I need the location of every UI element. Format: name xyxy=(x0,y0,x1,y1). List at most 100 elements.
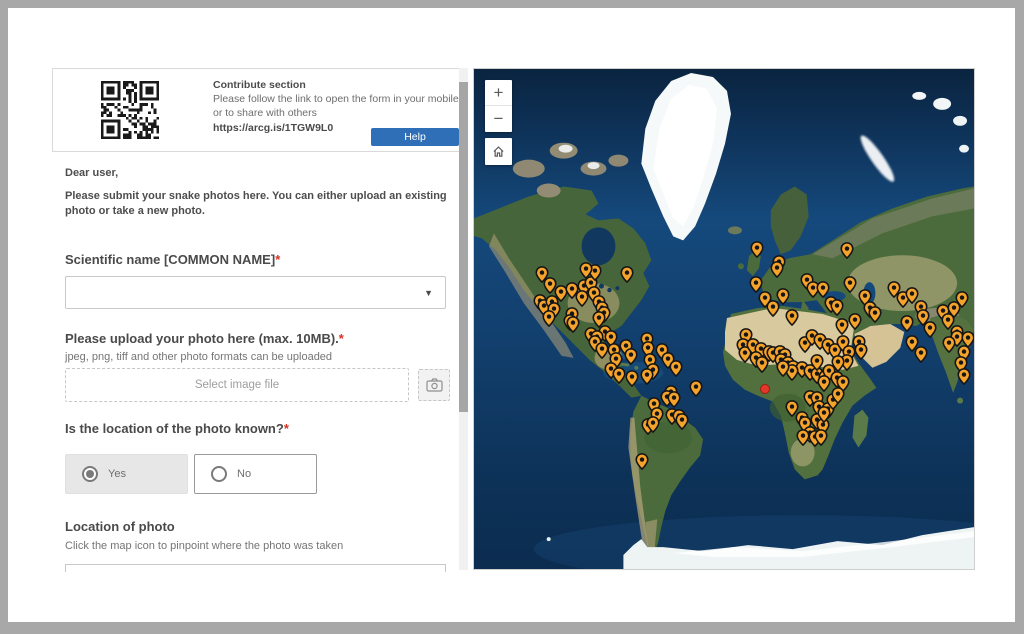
map-pin[interactable] xyxy=(905,335,919,353)
camera-button[interactable] xyxy=(418,369,450,401)
radio-selected-icon xyxy=(82,466,98,482)
map-pin[interactable] xyxy=(813,428,828,446)
map-pin[interactable] xyxy=(942,336,956,354)
contribute-banner: Contribute section Please follow the lin… xyxy=(52,68,462,152)
help-button[interactable]: Help xyxy=(371,128,459,146)
photo-label-text: Please upload your photo here (max. 10MB… xyxy=(65,331,339,346)
map-pin[interactable] xyxy=(816,405,831,423)
map-pin[interactable] xyxy=(899,315,914,333)
map-pin[interactable] xyxy=(755,356,769,374)
map-pin[interactable] xyxy=(619,266,634,284)
chevron-down-icon: ▼ xyxy=(424,288,433,298)
required-asterisk: * xyxy=(338,331,344,346)
map-pin[interactable] xyxy=(542,277,557,295)
radio-option-no[interactable]: No xyxy=(194,454,317,494)
intro-text: Please submit your snake photos here. Yo… xyxy=(65,190,447,217)
map-pin[interactable] xyxy=(957,367,971,385)
map-pin[interactable] xyxy=(591,311,606,329)
location-known-label-text: Is the location of the photo known? xyxy=(65,421,284,436)
greeting-text: Dear user, xyxy=(65,167,119,179)
map-pin[interactable] xyxy=(853,343,868,361)
map-pin[interactable] xyxy=(904,287,919,305)
location-map-field[interactable] xyxy=(65,564,446,572)
map-pin[interactable] xyxy=(916,309,930,327)
map-pin[interactable] xyxy=(914,346,928,364)
species-select[interactable]: ▼ xyxy=(65,276,446,309)
map-pin[interactable] xyxy=(847,313,862,331)
zoom-control: + − xyxy=(485,80,512,132)
map-pin[interactable] xyxy=(541,310,556,328)
map-pin[interactable] xyxy=(634,452,649,470)
species-label-text: Scientific name [COMMON NAME] xyxy=(65,252,276,267)
map-pin[interactable] xyxy=(675,412,689,430)
map-pin[interactable] xyxy=(776,360,790,378)
radio-no-label: No xyxy=(237,468,252,480)
map-pin[interactable] xyxy=(565,316,580,334)
map-pin[interactable] xyxy=(623,348,638,366)
map-pin[interactable] xyxy=(639,367,654,385)
map-pin[interactable] xyxy=(776,288,790,306)
location-hint: Click the map icon to pinpoint where the… xyxy=(65,540,344,552)
map-pin[interactable] xyxy=(816,374,831,392)
map-pin[interactable] xyxy=(829,299,844,317)
map-pin[interactable] xyxy=(839,242,854,260)
map-pin[interactable] xyxy=(784,399,799,417)
map-pin[interactable] xyxy=(667,390,681,408)
banner-link[interactable]: https://arcg.is/1TGW9L0 xyxy=(213,121,334,134)
map-pin[interactable] xyxy=(750,241,764,259)
location-known-question-label: Is the location of the photo known?* xyxy=(65,421,289,436)
form-scrollbar-thumb[interactable] xyxy=(459,82,468,412)
map-pin[interactable] xyxy=(886,281,901,299)
camera-icon xyxy=(425,378,443,392)
pin-layer xyxy=(474,69,974,569)
map-pin[interactable] xyxy=(784,309,799,327)
home-button[interactable] xyxy=(485,138,512,165)
map-pin[interactable] xyxy=(669,360,683,378)
photo-hint: jpeg, png, tiff and other photo formats … xyxy=(65,351,333,363)
radio-option-yes[interactable]: Yes xyxy=(65,454,188,494)
map-pin[interactable] xyxy=(867,306,882,324)
required-asterisk: * xyxy=(283,421,289,436)
map-pin[interactable] xyxy=(611,366,626,384)
map-pin[interactable] xyxy=(534,266,549,284)
map-pin[interactable] xyxy=(842,276,857,294)
species-question-label: Scientific name [COMMON NAME]* xyxy=(65,252,280,267)
map-pin[interactable] xyxy=(645,415,660,433)
map-pin[interactable] xyxy=(815,281,830,299)
map-pin[interactable] xyxy=(749,276,763,294)
map-pin[interactable] xyxy=(834,318,849,336)
map-pin[interactable] xyxy=(578,262,593,280)
map-pin[interactable] xyxy=(923,321,937,339)
required-asterisk: * xyxy=(275,252,281,267)
radio-yes-label: Yes xyxy=(108,468,126,480)
zoom-out-button[interactable]: − xyxy=(493,109,504,128)
map-pin[interactable] xyxy=(830,386,845,404)
map-canvas[interactable]: + − xyxy=(473,68,975,570)
map-pin[interactable] xyxy=(961,331,974,349)
qr-code xyxy=(98,78,162,142)
banner-description: Please follow the link to open the form … xyxy=(213,93,459,119)
banner-text: Contribute section Please follow the lin… xyxy=(213,79,459,134)
photo-question-label: Please upload your photo here (max. 10MB… xyxy=(65,331,344,346)
zoom-in-button[interactable]: + xyxy=(485,80,512,106)
map-pin[interactable] xyxy=(594,342,609,360)
map-pin[interactable] xyxy=(770,261,784,279)
map-pin[interactable] xyxy=(947,301,961,319)
banner-title: Contribute section xyxy=(213,79,306,91)
map-pin[interactable] xyxy=(766,300,780,318)
map-pin[interactable] xyxy=(689,379,703,397)
form-scrollbar-track[interactable] xyxy=(459,68,468,570)
map-pin[interactable] xyxy=(574,290,589,308)
map-pin[interactable] xyxy=(955,291,969,309)
map-pin[interactable] xyxy=(624,369,639,387)
map-pin[interactable] xyxy=(564,282,579,300)
selected-location-dot[interactable] xyxy=(760,383,770,394)
map-pin[interactable] xyxy=(809,354,824,372)
survey-page: Contribute section Please follow the lin… xyxy=(8,8,1015,622)
file-upload-field[interactable]: Select image file xyxy=(65,368,409,402)
location-section-label: Location of photo xyxy=(65,519,175,534)
map-pin[interactable] xyxy=(795,428,810,446)
home-icon xyxy=(493,146,504,157)
radio-unselected-icon xyxy=(211,466,227,482)
